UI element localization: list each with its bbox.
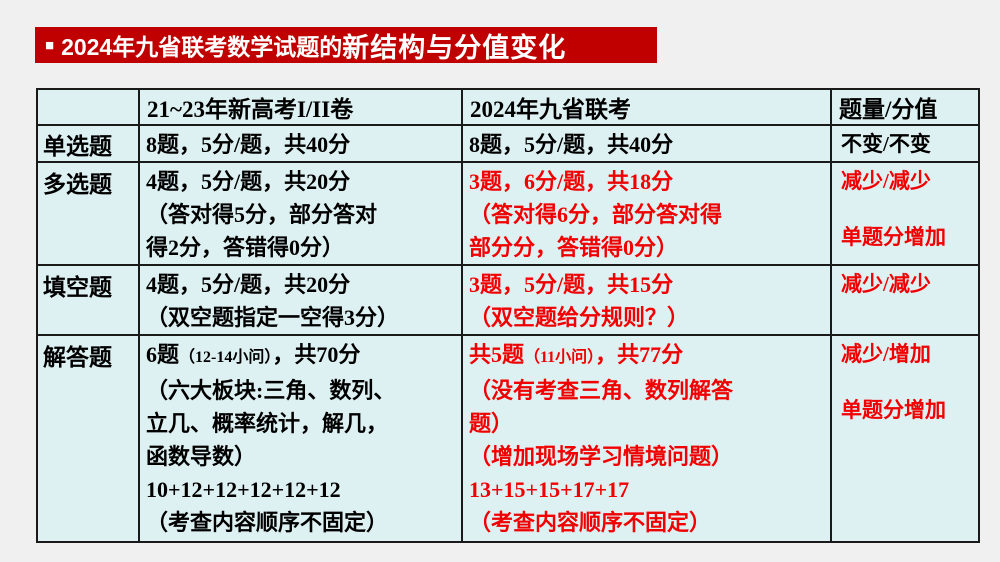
change-cell: 减少/减少: [830, 264, 980, 336]
text-segment: 共5题: [469, 342, 525, 367]
cell-line: 题）: [469, 411, 514, 436]
new-exam-cell: 3题，6分/题，共18分 （答对得6分，部分答对得 部分分，答错得0分）: [461, 161, 832, 266]
change-cell: 减少/增加 单题分增加: [830, 334, 980, 543]
cell-line: 得2分，答错得0分）: [146, 235, 345, 260]
change-cell: 不变/不变: [830, 124, 980, 163]
header-empty-cell: [36, 88, 140, 126]
cell-line: 减少/减少: [841, 272, 931, 296]
table-row-fill-blank: 填空题 4题，5分/题，共20分 （双空题指定一空得3分） 3题，5分/题，共1…: [36, 264, 980, 336]
slide-title-highlight: 新结构与分值变化: [342, 32, 567, 63]
cell-line: （考查内容顺序不固定）: [146, 510, 389, 535]
cell-line: 共5题（11小问），共77分: [469, 338, 824, 374]
cell-line: 减少/减少: [841, 169, 931, 193]
cell-line: 6题（12-14小问），共70分: [146, 338, 455, 374]
comparison-table: 21~23年新高考I/II卷 2024年九省联考 题量/分值 单选题 8题，5分…: [36, 88, 980, 543]
text-segment: 6题: [146, 342, 180, 367]
header-change: 题量/分值: [830, 88, 980, 126]
cell-line: 3题，5分/题，共15分: [469, 272, 674, 297]
table-row-multiple-choice: 多选题 4题，5分/题，共20分 （答对得5分，部分答对 得2分，答错得0分） …: [36, 161, 980, 266]
new-exam-cell: 共5题（11小问），共77分 （没有考查三角、数列解答 题） （增加现场学习情境…: [461, 334, 832, 543]
cell-line: 4题，5分/题，共20分: [146, 272, 351, 297]
header-old-exam: 21~23年新高考I/II卷: [138, 88, 463, 126]
row-label-fill-blank: 填空题: [36, 264, 140, 336]
cell-line: （双空题指定一空得3分）: [146, 305, 400, 330]
cell-line: （没有考查三角、数列解答: [469, 378, 734, 403]
cell-line: 3题，6分/题，共18分: [469, 169, 674, 194]
row-label-free-response: 解答题: [36, 334, 140, 543]
text-segment-small: （12-14小问）: [179, 349, 273, 366]
cell-line: （六大板块:三角、数列、: [146, 378, 396, 403]
header-new-exam: 2024年九省联考: [461, 88, 832, 126]
table-row-free-response: 解答题 6题（12-14小问），共70分 （六大板块:三角、数列、 立几、概率统…: [36, 334, 980, 543]
cell-line: 不变/不变: [841, 132, 931, 156]
cell-line: 4题，5分/题，共20分: [146, 169, 351, 194]
cell-line: 单题分增加: [841, 225, 946, 249]
new-exam-cell: 8题，5分/题，共40分: [461, 124, 832, 163]
cell-line: 8题，5分/题，共40分: [469, 132, 674, 157]
table-row-single-choice: 单选题 8题，5分/题，共40分 8题，5分/题，共40分 不变/不变: [36, 124, 980, 163]
cell-line: 10+12+12+12+12+12: [146, 477, 341, 502]
slide-title-main: 2024年九省联考数学试题的: [61, 34, 343, 60]
new-exam-cell: 3题，5分/题，共15分 （双空题给分规则？）: [461, 264, 832, 336]
cell-line: 函数导数）: [146, 444, 257, 469]
text-segment: ，共77分: [595, 342, 684, 367]
cell-line: 部分分，答错得0分）: [469, 235, 679, 260]
cell-line: 单题分增加: [841, 398, 946, 422]
row-label-multiple-choice: 多选题: [36, 161, 140, 266]
old-exam-cell: 6题（12-14小问），共70分 （六大板块:三角、数列、 立几、概率统计，解几…: [138, 334, 463, 543]
row-label-single-choice: 单选题: [36, 124, 140, 163]
cell-line: 立几、概率统计，解几，: [146, 411, 389, 436]
text-segment-small: （11小问）: [524, 349, 596, 366]
old-exam-cell: 4题，5分/题，共20分 （答对得5分，部分答对 得2分，答错得0分）: [138, 161, 463, 266]
change-cell: 减少/减少 单题分增加: [830, 161, 980, 266]
slide-title-banner: ■ 2024年九省联考数学试题的 新结构与分值变化: [35, 27, 657, 63]
cell-line: （答对得6分，部分答对得: [469, 202, 723, 227]
old-exam-cell: 8题，5分/题，共40分: [138, 124, 463, 163]
cell-line: 13+15+15+17+17: [469, 477, 630, 502]
bullet-square-icon: ■: [45, 36, 55, 54]
cell-line: （双空题给分规则？）: [469, 305, 690, 330]
text-segment: ，共70分: [272, 342, 361, 367]
old-exam-cell: 4题，5分/题，共20分 （双空题指定一空得3分）: [138, 264, 463, 336]
cell-line: （增加现场学习情境问题）: [469, 444, 734, 469]
table-header-row: 21~23年新高考I/II卷 2024年九省联考 题量/分值: [36, 88, 980, 126]
cell-line: （答对得5分，部分答对: [146, 202, 378, 227]
cell-line: 减少/增加: [841, 342, 931, 366]
cell-line: 8题，5分/题，共40分: [146, 132, 351, 157]
cell-line: （考查内容顺序不固定）: [469, 510, 712, 535]
